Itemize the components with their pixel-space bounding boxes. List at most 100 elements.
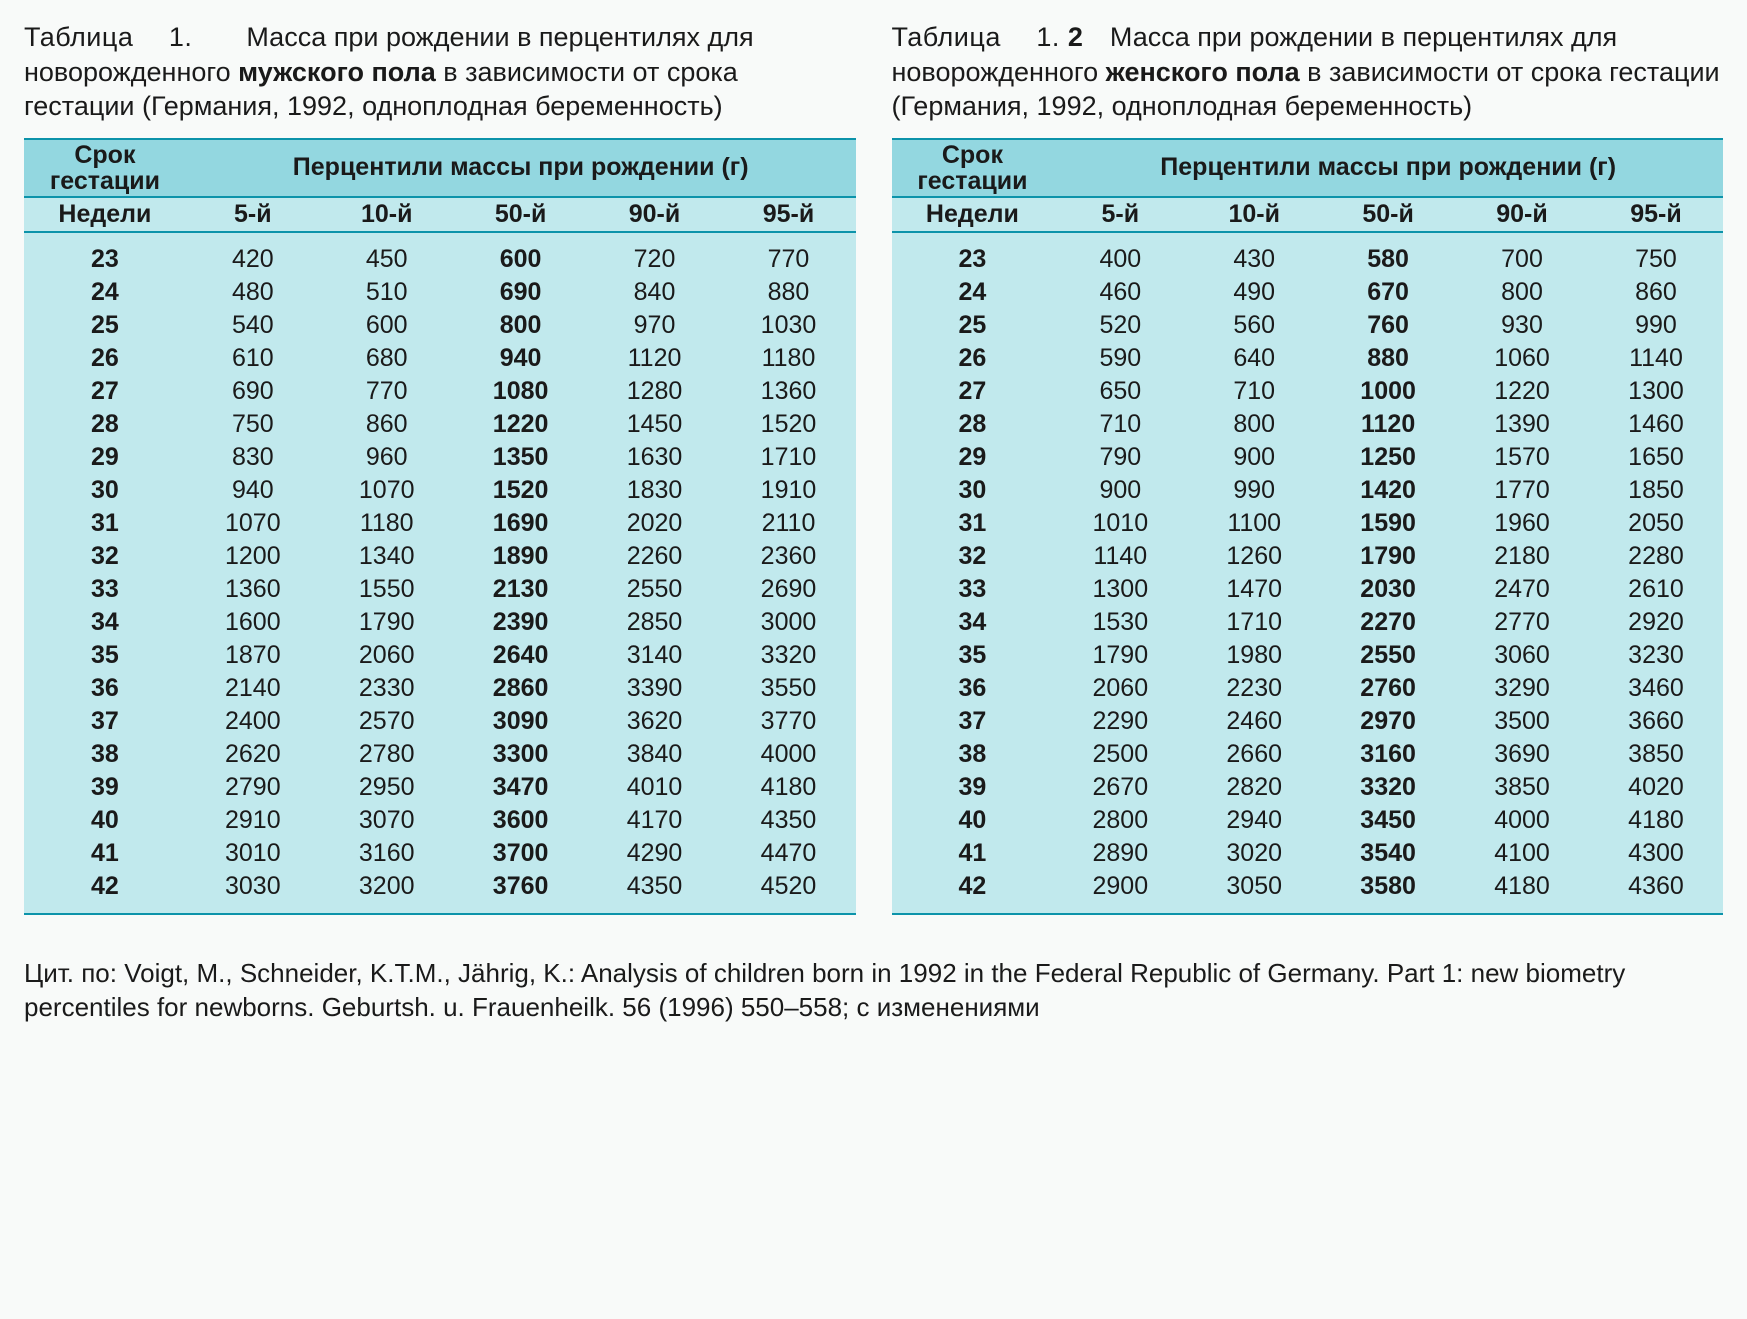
cell-p10: 710 bbox=[1187, 375, 1321, 408]
table-row: 2659064088010601140 bbox=[892, 342, 1724, 375]
cell-p50: 3160 bbox=[1321, 738, 1455, 771]
cell-p95: 3230 bbox=[1589, 639, 1723, 672]
cell-p10: 2820 bbox=[1187, 771, 1321, 804]
cell-p95: 2280 bbox=[1589, 540, 1723, 573]
cell-p5: 2500 bbox=[1053, 738, 1187, 771]
cell-p90: 4010 bbox=[588, 771, 722, 804]
cell-p5: 1600 bbox=[186, 606, 320, 639]
table-row: 3621402330286033903550 bbox=[24, 672, 856, 705]
page-columns: Таблица 1. Масса при рождении в перценти… bbox=[24, 20, 1723, 915]
cell-week: 38 bbox=[24, 738, 186, 771]
cell-p50: 1420 bbox=[1321, 474, 1455, 507]
cell-p95: 3460 bbox=[1589, 672, 1723, 705]
cell-p95: 4180 bbox=[721, 771, 855, 804]
cell-p90: 4180 bbox=[1455, 870, 1589, 914]
col-p5: 5-й bbox=[186, 197, 320, 232]
cell-p95: 750 bbox=[1589, 232, 1723, 276]
cell-p90: 800 bbox=[1455, 276, 1589, 309]
cell-week: 28 bbox=[892, 408, 1054, 441]
cell-p50: 1890 bbox=[454, 540, 588, 573]
table-row: 3926702820332038504020 bbox=[892, 771, 1724, 804]
gest-line2: гестации bbox=[50, 167, 160, 195]
cell-p90: 3850 bbox=[1455, 771, 1589, 804]
cell-week: 28 bbox=[24, 408, 186, 441]
cell-week: 41 bbox=[24, 837, 186, 870]
table-row: 3722902460297035003660 bbox=[892, 705, 1724, 738]
cell-week: 26 bbox=[892, 342, 1054, 375]
table-row: 3826202780330038404000 bbox=[24, 738, 856, 771]
cell-p95: 4350 bbox=[721, 804, 855, 837]
cell-week: 32 bbox=[24, 540, 186, 573]
cell-p90: 1770 bbox=[1455, 474, 1589, 507]
table-row: 27650710100012201300 bbox=[892, 375, 1724, 408]
cell-p90: 2020 bbox=[588, 507, 722, 540]
cell-week: 31 bbox=[892, 507, 1054, 540]
cell-p10: 860 bbox=[320, 408, 454, 441]
cell-p50: 2270 bbox=[1321, 606, 1455, 639]
cell-p90: 3500 bbox=[1455, 705, 1589, 738]
gest-line1: Срок bbox=[942, 141, 1003, 169]
cell-p5: 2620 bbox=[186, 738, 320, 771]
cell-p90: 4290 bbox=[588, 837, 722, 870]
table-row: 27690770108012801360 bbox=[24, 375, 856, 408]
cell-p5: 2140 bbox=[186, 672, 320, 705]
cell-p90: 3140 bbox=[588, 639, 722, 672]
col-gestation: Срок гестации bbox=[892, 139, 1054, 198]
cell-p90: 930 bbox=[1455, 309, 1589, 342]
cell-p10: 770 bbox=[320, 375, 454, 408]
cell-p50: 1220 bbox=[454, 408, 588, 441]
cell-p50: 1080 bbox=[454, 375, 588, 408]
right-column: Таблица 1. 2 Масса при рождении в перцен… bbox=[892, 20, 1724, 915]
cell-week: 29 bbox=[24, 441, 186, 474]
cell-p90: 4350 bbox=[588, 870, 722, 914]
cell-p90: 2770 bbox=[1455, 606, 1589, 639]
cell-p10: 2950 bbox=[320, 771, 454, 804]
cell-p50: 3300 bbox=[454, 738, 588, 771]
cell-p5: 1140 bbox=[1053, 540, 1187, 573]
cell-p95: 2920 bbox=[1589, 606, 1723, 639]
table-male: Срок гестации Перцентили массы при рожде… bbox=[24, 138, 856, 916]
cell-p95: 4360 bbox=[1589, 870, 1723, 914]
table-row: 23420450600720770 bbox=[24, 232, 856, 276]
col-p90: 90-й bbox=[1455, 197, 1589, 232]
table-row: 28750860122014501520 bbox=[24, 408, 856, 441]
cell-p10: 640 bbox=[1187, 342, 1321, 375]
cell-p90: 1060 bbox=[1455, 342, 1589, 375]
cell-p5: 1200 bbox=[186, 540, 320, 573]
cell-p10: 560 bbox=[1187, 309, 1321, 342]
cell-week: 32 bbox=[892, 540, 1054, 573]
caption-prefix-num: 2 bbox=[1068, 22, 1083, 52]
cell-p50: 1690 bbox=[454, 507, 588, 540]
cell-p50: 2030 bbox=[1321, 573, 1455, 606]
table-row: 3825002660316036903850 bbox=[892, 738, 1724, 771]
caption-prefix: Таблица 1. bbox=[24, 22, 192, 52]
cell-p95: 990 bbox=[1589, 309, 1723, 342]
cell-p5: 1360 bbox=[186, 573, 320, 606]
cell-p90: 2180 bbox=[1455, 540, 1589, 573]
cell-p50: 3540 bbox=[1321, 837, 1455, 870]
left-column: Таблица 1. Масса при рождении в перценти… bbox=[24, 20, 856, 915]
col-weeks: Недели bbox=[24, 197, 186, 232]
cell-p5: 830 bbox=[186, 441, 320, 474]
cell-p50: 3320 bbox=[1321, 771, 1455, 804]
table-row: 29830960135016301710 bbox=[24, 441, 856, 474]
cell-p50: 3090 bbox=[454, 705, 588, 738]
cell-p5: 1010 bbox=[1053, 507, 1187, 540]
cell-p10: 2780 bbox=[320, 738, 454, 771]
cell-p10: 1340 bbox=[320, 540, 454, 573]
table-row: 3212001340189022602360 bbox=[24, 540, 856, 573]
table-row: 3517901980255030603230 bbox=[892, 639, 1724, 672]
cell-p90: 1450 bbox=[588, 408, 722, 441]
col-p95: 95-й bbox=[721, 197, 855, 232]
cell-p50: 760 bbox=[1321, 309, 1455, 342]
cell-p50: 600 bbox=[454, 232, 588, 276]
cell-p5: 940 bbox=[186, 474, 320, 507]
table-row: 3620602230276032903460 bbox=[892, 672, 1724, 705]
cell-p10: 1550 bbox=[320, 573, 454, 606]
cell-p5: 3010 bbox=[186, 837, 320, 870]
table-male-body: 2342045060072077024480510690840880255406… bbox=[24, 232, 856, 914]
col-percentiles-header: Перцентили массы при рождении (г) bbox=[1053, 139, 1723, 198]
cell-week: 23 bbox=[24, 232, 186, 276]
cell-p10: 900 bbox=[1187, 441, 1321, 474]
col-p90: 90-й bbox=[588, 197, 722, 232]
